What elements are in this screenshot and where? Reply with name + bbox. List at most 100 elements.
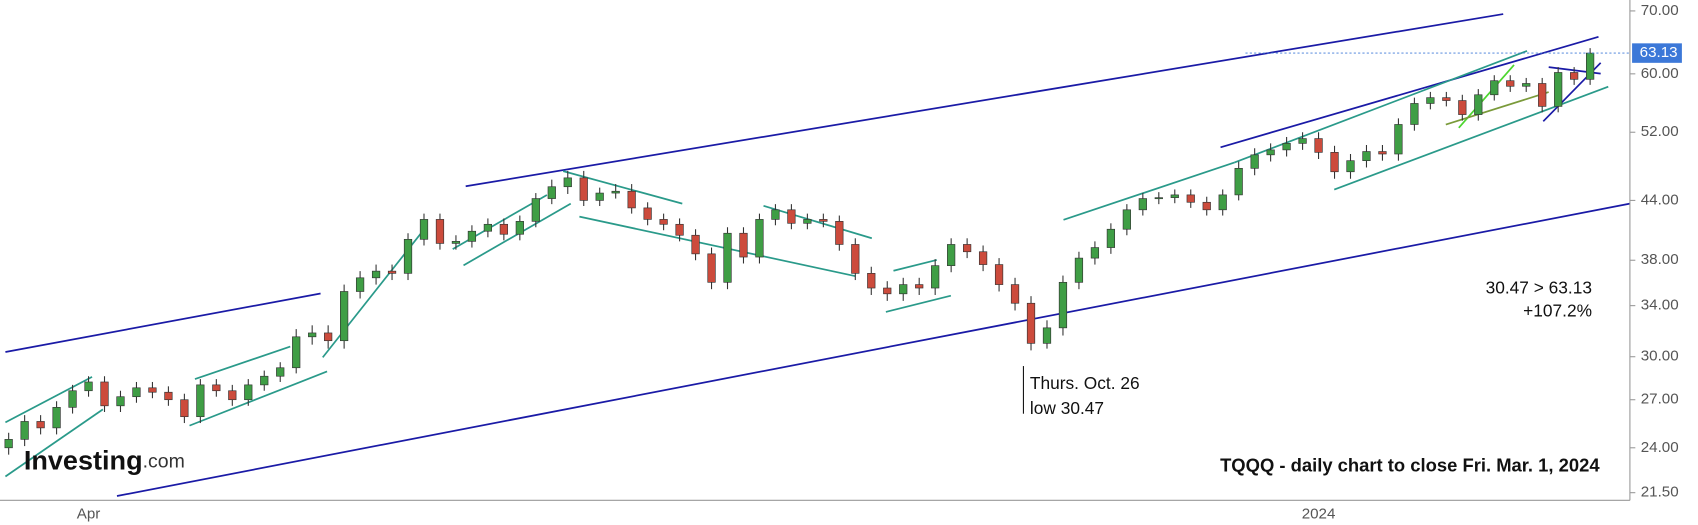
candle-body	[643, 207, 652, 220]
logo: Investing.com	[24, 445, 185, 476]
candle-body	[164, 391, 173, 401]
candle-body	[611, 190, 620, 194]
candle-body	[771, 209, 780, 220]
candle-body	[723, 232, 732, 283]
logo-suffix: .com	[143, 451, 185, 473]
candle-body	[276, 367, 285, 377]
trend-line	[1220, 35, 1599, 149]
y-tick-label: 60.00	[1641, 65, 1679, 82]
candle-body	[1106, 228, 1116, 248]
channel-line	[4, 408, 104, 478]
candle-body	[1170, 194, 1179, 198]
candle-body	[36, 421, 45, 429]
candle-body	[1522, 83, 1531, 87]
channel-line	[1445, 91, 1549, 126]
candle-body	[148, 387, 157, 393]
candle-body	[1442, 97, 1451, 101]
x-tick-label: Apr	[77, 505, 101, 522]
candle-body	[1058, 281, 1068, 329]
candle-body	[659, 219, 668, 225]
candle-body	[355, 277, 365, 292]
channel-line	[189, 370, 328, 427]
channel-line	[893, 259, 938, 272]
y-tick-label: 27.00	[1641, 391, 1679, 408]
channel-line	[194, 345, 291, 380]
y-tick-label: 44.00	[1641, 191, 1679, 208]
candle-body	[739, 232, 748, 258]
candle-body	[819, 219, 828, 222]
candle-body	[915, 284, 924, 289]
candle-body	[899, 284, 908, 295]
candle-body	[963, 244, 972, 253]
last-price-box	[1632, 43, 1682, 63]
channel-line	[763, 204, 873, 240]
channel-line	[1063, 161, 1235, 221]
candle-body	[1410, 103, 1419, 125]
candle-body	[1122, 209, 1131, 230]
candle-body	[4, 439, 13, 449]
candle-body	[1426, 97, 1435, 104]
candle-body	[1042, 327, 1052, 344]
candle-body	[387, 270, 397, 274]
candle-body	[947, 244, 956, 266]
candle-body	[1378, 151, 1387, 155]
candle-body	[1282, 143, 1291, 151]
annotation: +107.2%	[1523, 300, 1592, 320]
candle-body	[1585, 52, 1595, 80]
logo-brand: Investing	[24, 445, 143, 476]
candle-body	[851, 244, 860, 274]
candle-body	[1234, 167, 1243, 196]
candle-body	[994, 264, 1004, 285]
candle-body	[483, 223, 493, 232]
candle-body	[52, 407, 61, 429]
last-price-label: 63.13	[1640, 44, 1678, 61]
annotation: 30.47 > 63.13	[1486, 278, 1592, 298]
y-tick-label: 38.00	[1641, 251, 1679, 268]
candle-body	[787, 209, 796, 224]
channel-line	[1234, 50, 1528, 164]
candle-body	[563, 177, 572, 188]
channel-line	[5, 376, 93, 424]
candle-body	[803, 219, 812, 224]
candle-body	[260, 375, 269, 386]
candle-body	[1554, 72, 1563, 107]
candle-body	[531, 198, 540, 222]
candle-body	[755, 219, 764, 258]
candle-body	[212, 384, 221, 392]
y-tick-label: 70.00	[1641, 2, 1679, 19]
candle-body	[20, 421, 29, 440]
channel-line	[562, 170, 683, 205]
candle-body	[435, 219, 445, 244]
candle-body	[1538, 83, 1547, 107]
candle-body	[340, 291, 349, 342]
candle-body	[371, 270, 381, 279]
channel-line	[1333, 85, 1609, 191]
candle-body	[1266, 149, 1275, 156]
annotation: low 30.47	[1030, 398, 1104, 418]
candle-body	[978, 251, 988, 265]
y-tick-label: 30.00	[1641, 348, 1679, 365]
candle-body	[100, 381, 109, 407]
candle-body	[1138, 198, 1147, 211]
candle-body	[499, 223, 508, 235]
candle-body	[1458, 100, 1467, 115]
trend-line	[116, 202, 1631, 497]
candle-body	[1202, 201, 1211, 211]
candle-body	[1154, 197, 1163, 200]
candle-body	[1298, 138, 1307, 144]
candle-body	[196, 384, 205, 418]
chart-title: TQQQ - daily chart to close Fri. Mar. 1,…	[1220, 455, 1600, 476]
candle-body	[1010, 284, 1020, 304]
candle-body	[292, 336, 301, 369]
y-tick-label: 21.50	[1641, 484, 1679, 501]
y-tick-label: 34.00	[1641, 297, 1679, 314]
candle-body	[883, 287, 892, 295]
candle-body	[1026, 302, 1036, 344]
candle-body	[451, 241, 461, 244]
candle-body	[324, 332, 333, 342]
y-tick-label: 52.00	[1641, 123, 1679, 140]
candle-body	[1570, 72, 1579, 80]
channel-line	[885, 294, 952, 313]
